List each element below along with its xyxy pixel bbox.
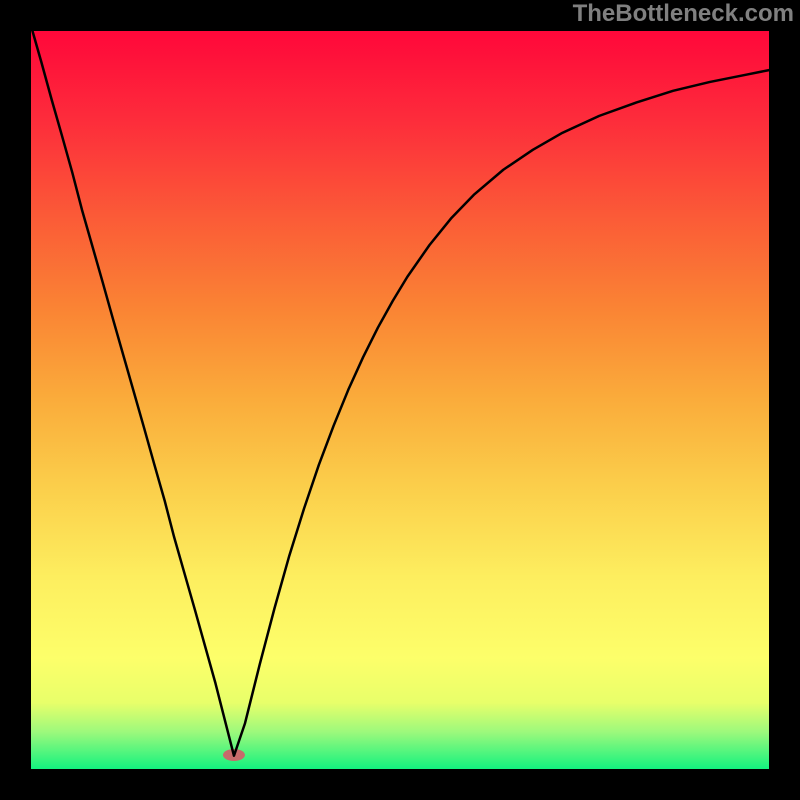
watermark-text: TheBottleneck.com bbox=[573, 0, 794, 28]
chart-svg bbox=[0, 0, 800, 800]
plot-area bbox=[31, 31, 769, 769]
chart-wrapper: TheBottleneck.com bbox=[0, 0, 800, 800]
